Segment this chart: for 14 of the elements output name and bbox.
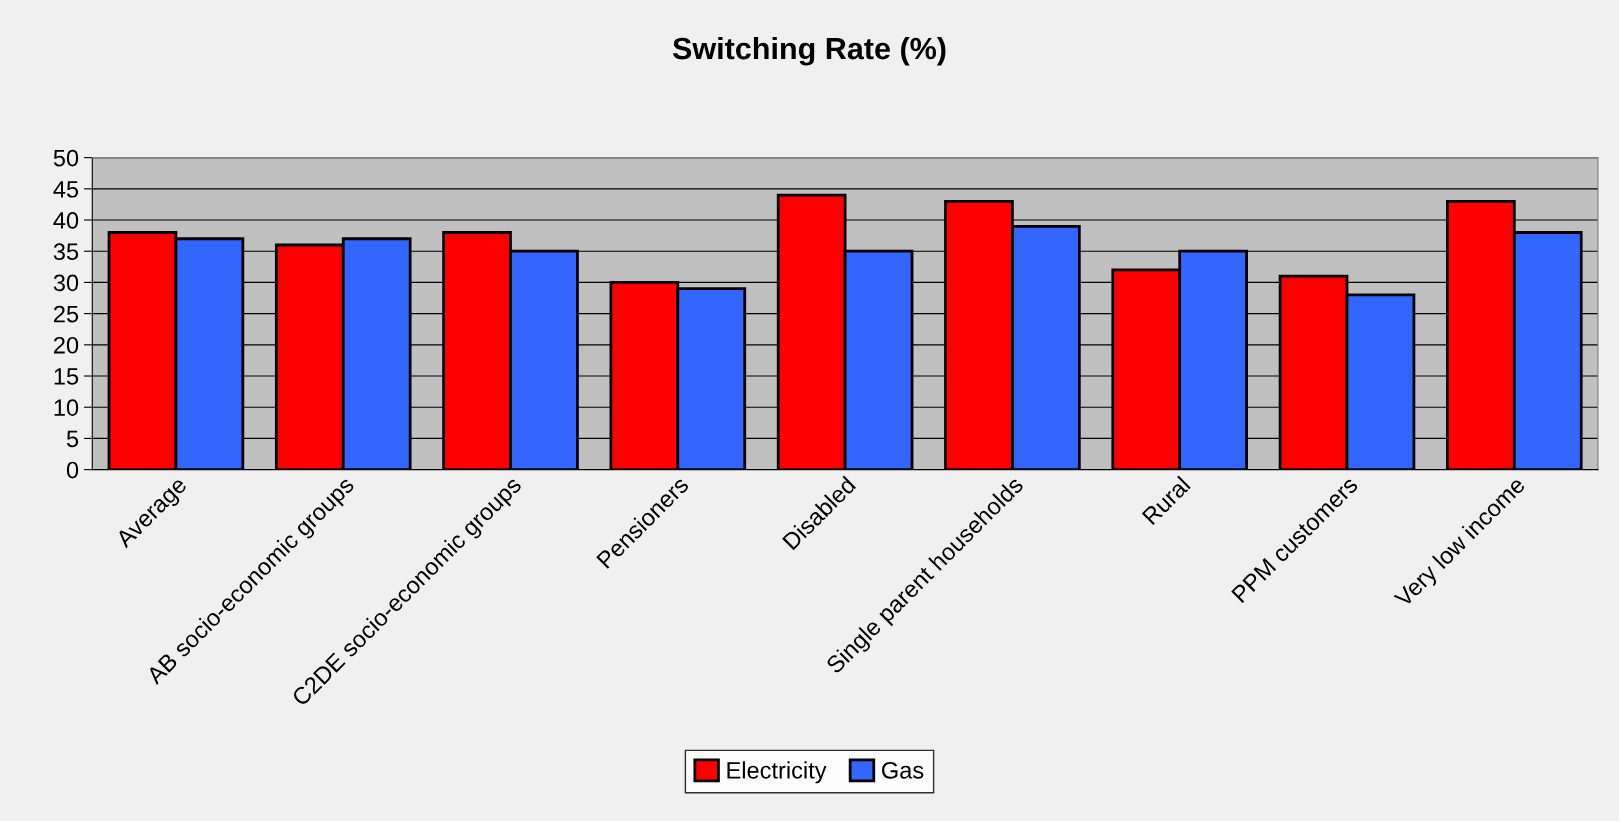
y-tick-label: 5 (66, 430, 79, 448)
y-tick-label: 30 (53, 274, 79, 292)
y-tick-label: 40 (53, 212, 79, 229)
legend-label: Gas (882, 761, 924, 779)
y-tick-label: 45 (53, 181, 79, 198)
y-tick-label: 15 (54, 368, 79, 385)
y-tick-label: 20 (54, 336, 79, 354)
y-tick-label: 0 (66, 461, 79, 479)
y-tick-label: 10 (54, 399, 79, 416)
y-tick-label: 35 (53, 243, 79, 261)
legend-label: Electricity (727, 761, 827, 784)
y-tick-label: 25 (54, 305, 79, 323)
chart-title: Switching Rate (%) (672, 36, 946, 66)
y-tick-label: 50 (53, 149, 79, 167)
